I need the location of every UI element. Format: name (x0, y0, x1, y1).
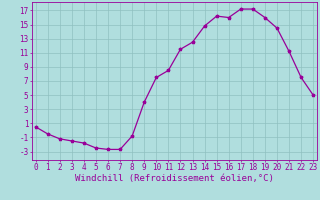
X-axis label: Windchill (Refroidissement éolien,°C): Windchill (Refroidissement éolien,°C) (75, 174, 274, 183)
